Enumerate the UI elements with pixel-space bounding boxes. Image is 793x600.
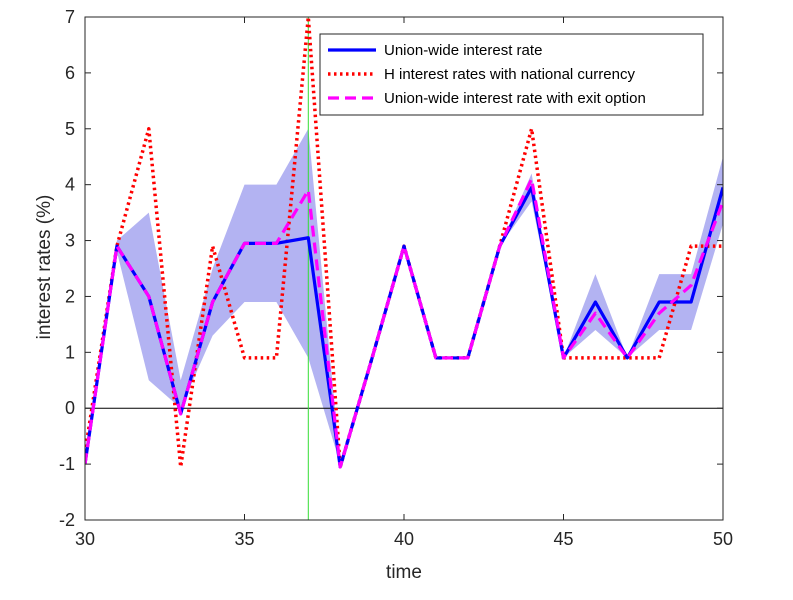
x-tick-label: 30 xyxy=(75,529,95,549)
y-tick-label: 4 xyxy=(65,175,75,195)
legend-label-1: H interest rates with national currency xyxy=(384,66,635,83)
y-tick-label: 0 xyxy=(65,398,75,418)
y-tick-label: 1 xyxy=(65,342,75,362)
x-axis-label: time xyxy=(386,562,422,583)
y-axis-label: interest rates (%) xyxy=(34,195,55,340)
y-tick-label: 3 xyxy=(65,231,75,251)
x-tick-label: 40 xyxy=(394,529,414,549)
y-tick-label: 7 xyxy=(65,7,75,27)
legend-label-0: Union-wide interest rate xyxy=(384,42,542,59)
legend: Union-wide interest rate H interest rates… xyxy=(319,33,704,116)
y-tick-label: -1 xyxy=(59,454,75,474)
data-layer xyxy=(85,17,723,520)
x-tick-label: 45 xyxy=(553,529,573,549)
series-line-2 xyxy=(85,177,723,469)
y-tick-label: 5 xyxy=(65,119,75,139)
x-tick-label: 35 xyxy=(234,529,254,549)
legend-label-2: Union-wide interest rate with exit optio… xyxy=(384,90,646,107)
y-tick-label: 2 xyxy=(65,286,75,306)
series-line-0 xyxy=(85,185,723,469)
legend-box xyxy=(319,33,704,116)
y-tick-label: 6 xyxy=(65,63,75,83)
x-tick-label: 50 xyxy=(713,529,733,549)
confidence-band xyxy=(85,128,723,465)
y-tick-label: -2 xyxy=(59,510,75,530)
